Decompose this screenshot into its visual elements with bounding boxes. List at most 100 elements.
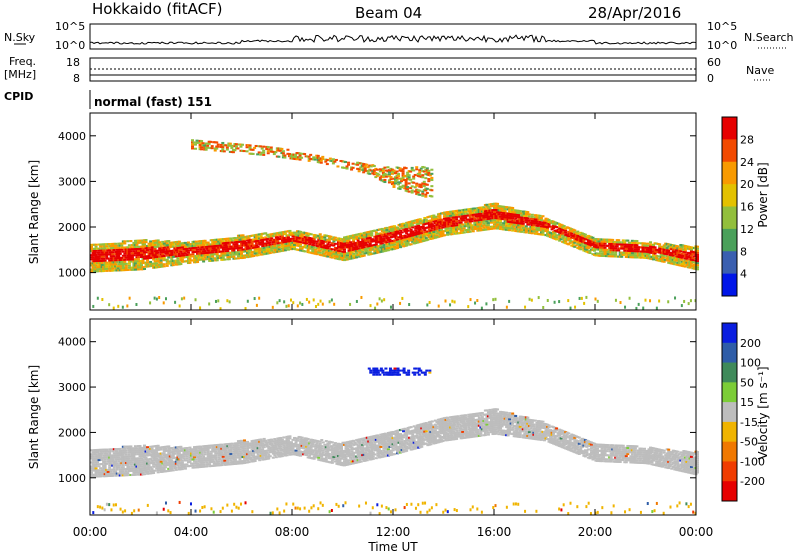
echo-cell: [313, 158, 317, 161]
echo-cell: [674, 245, 678, 248]
echo-cell: [170, 459, 174, 462]
echo-cell: [91, 256, 95, 259]
echo-cell: [146, 259, 150, 262]
echo-cell: [236, 238, 240, 241]
echo-cell: [343, 244, 347, 247]
echo-cell: [452, 220, 456, 223]
echo-cell: [546, 230, 550, 233]
echo-cell: [559, 225, 563, 228]
echo-cell: [299, 237, 303, 240]
echo-cell: [94, 264, 98, 267]
echo-cell: [524, 210, 528, 213]
echo-cell: [258, 237, 262, 240]
echo-cell: [664, 242, 668, 245]
echo-cell: [255, 303, 258, 307]
echo-cell: [508, 208, 512, 211]
echo-cell: [318, 249, 322, 252]
echo-cell: [236, 234, 240, 237]
power-y-label: Slant Range [km]: [27, 160, 41, 264]
echo-cell: [397, 228, 401, 231]
echo-cell: [570, 228, 574, 231]
echo-cell: [426, 226, 430, 229]
echo-cell: [206, 249, 210, 252]
echo-cell: [235, 238, 239, 242]
echo-cell: [626, 253, 630, 257]
echo-cell: [517, 218, 521, 221]
echo-cell: [138, 260, 142, 263]
echo-cell: [327, 235, 331, 238]
echo-cell: [183, 252, 187, 255]
echo-cell: [99, 253, 103, 256]
echo-cell: [377, 251, 381, 254]
echo-cell: [677, 262, 681, 265]
echo-cell: [462, 225, 466, 228]
echo-cell: [136, 262, 140, 265]
echo-cell: [274, 151, 278, 154]
echo-cell: [229, 241, 233, 244]
echo-cell: [206, 253, 210, 256]
echo-cell: [299, 245, 303, 248]
echo-cell: [597, 248, 601, 251]
echo-cell: [93, 247, 97, 250]
echo-cell: [556, 222, 560, 225]
echo-cell: [441, 222, 445, 225]
echo-cell: [506, 206, 510, 209]
echo-cell: [108, 249, 112, 252]
echo-cell: [446, 227, 450, 230]
echo-cell: [156, 444, 160, 447]
echo-cell: [389, 246, 393, 249]
echo-cell: [211, 255, 215, 258]
echo-cell: [400, 237, 404, 240]
echo-cell: [617, 241, 621, 244]
echo-cell: [668, 243, 672, 246]
echo-cell: [343, 236, 347, 239]
echo-cell: [117, 248, 121, 251]
echo-cell: [90, 258, 93, 261]
echo-cell: [321, 157, 325, 160]
echo-cell: [596, 248, 600, 251]
echo-cell: [389, 232, 393, 235]
echo-cell: [105, 452, 109, 455]
echo-cell: [261, 243, 265, 246]
echo-cell: [471, 213, 475, 216]
echo-cell: [491, 219, 495, 222]
echo-cell: [252, 244, 256, 247]
echo-cell: [459, 211, 463, 214]
echo-cell: [600, 242, 604, 245]
echo-cell: [96, 262, 100, 265]
echo-cell: [552, 222, 556, 225]
echo-cell: [527, 215, 531, 218]
echo-cell: [158, 263, 162, 266]
echo-cell: [508, 299, 511, 303]
echo-cell: [485, 220, 489, 223]
echo-cell: [385, 233, 389, 236]
echo-cell: [170, 241, 174, 244]
echo-cell: [242, 150, 246, 153]
echo-cell: [117, 269, 121, 272]
echo-cell: [480, 220, 484, 223]
echo-cell: [464, 223, 468, 226]
echo-cell: [90, 254, 93, 257]
echo-cell: [422, 166, 426, 169]
echo-cell: [368, 240, 372, 243]
echo-cell: [421, 192, 425, 195]
echo-cell: [423, 216, 427, 220]
echo-cell: [321, 302, 324, 306]
echo-cell: [444, 227, 448, 230]
echo-cell: [268, 241, 272, 244]
echo-cell: [479, 208, 483, 211]
echo-cell: [611, 251, 615, 254]
echo-cell: [155, 262, 159, 265]
echo-cell: [489, 215, 493, 218]
echo-cell: [377, 249, 381, 252]
echo-cell: [161, 247, 165, 250]
echo-cell: [570, 232, 574, 235]
echo-cell: [641, 250, 645, 253]
echo-cell: [412, 234, 416, 237]
echo-cell: [188, 255, 192, 258]
echo-cell: [376, 233, 380, 236]
echo-cell: [274, 238, 278, 241]
echo-cell: [246, 245, 250, 248]
echo-cell: [635, 254, 639, 257]
echo-cell: [568, 239, 572, 242]
